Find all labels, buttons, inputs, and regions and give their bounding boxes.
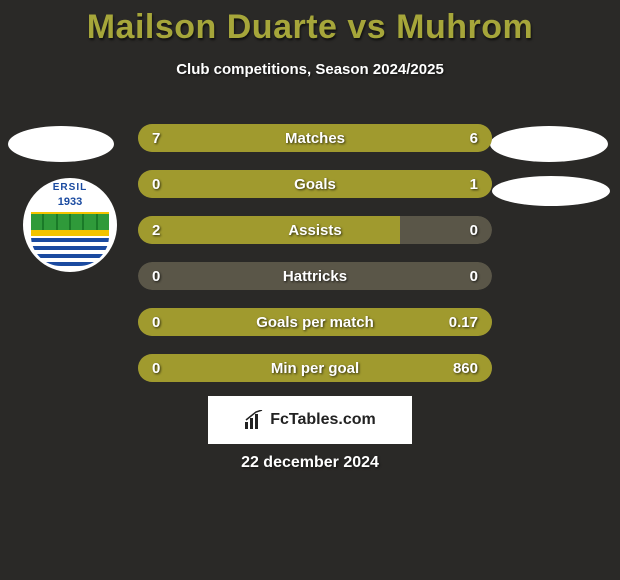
club-logo-waves xyxy=(31,236,109,266)
club-logo-left: ERSIL 1933 xyxy=(23,178,117,272)
stat-left-value: 0 xyxy=(152,170,160,198)
date-label: 22 december 2024 xyxy=(0,454,620,472)
stat-row: Matches7 6 xyxy=(138,124,492,152)
stat-row: Hattricks0 0 xyxy=(138,262,492,290)
stat-left-value: 0 xyxy=(152,354,160,382)
stat-row: Assists2 0 xyxy=(138,216,492,244)
stat-right-value: 0.17 xyxy=(449,308,478,336)
stat-label: Matches xyxy=(138,124,492,152)
stat-right-value: 0 xyxy=(470,262,478,290)
page-title: Mailson Duarte vs Muhrom xyxy=(0,0,620,47)
comparison-bars: Matches76Goals01Assists20Hattricks00Goal… xyxy=(138,124,492,400)
stat-right-value: 1 xyxy=(470,170,478,198)
stat-label: Goals per match xyxy=(138,308,492,336)
stat-row: Goals0 1 xyxy=(138,170,492,198)
stat-right-value: 6 xyxy=(470,124,478,152)
club-logo-band xyxy=(31,230,109,236)
club-logo-stripes xyxy=(31,212,109,230)
stat-label: Goals xyxy=(138,170,492,198)
stat-right-value: 0 xyxy=(470,216,478,244)
stat-left-value: 2 xyxy=(152,216,160,244)
club-logo-year: 1933 xyxy=(23,196,117,208)
stat-left-value: 0 xyxy=(152,308,160,336)
stat-row: Goals per match0 0.17 xyxy=(138,308,492,336)
brand-box: FcTables.com xyxy=(208,396,412,444)
brand-text: FcTables.com xyxy=(270,411,376,429)
comparison-infographic: Mailson Duarte vs Muhrom Club competitio… xyxy=(0,0,620,580)
player-right-avatar-placeholder xyxy=(490,126,608,162)
player-left-avatar-placeholder xyxy=(8,126,114,162)
stat-label: Assists xyxy=(138,216,492,244)
stat-right-value: 860 xyxy=(453,354,478,382)
player-right-club-placeholder xyxy=(492,176,610,206)
club-logo-text: ERSIL xyxy=(23,182,117,193)
page-subtitle: Club competitions, Season 2024/2025 xyxy=(0,61,620,78)
brand-chart-icon xyxy=(244,410,264,430)
stat-left-value: 7 xyxy=(152,124,160,152)
stat-label: Min per goal xyxy=(138,354,492,382)
stat-label: Hattricks xyxy=(138,262,492,290)
stat-row: Min per goal0 860 xyxy=(138,354,492,382)
stat-left-value: 0 xyxy=(152,262,160,290)
